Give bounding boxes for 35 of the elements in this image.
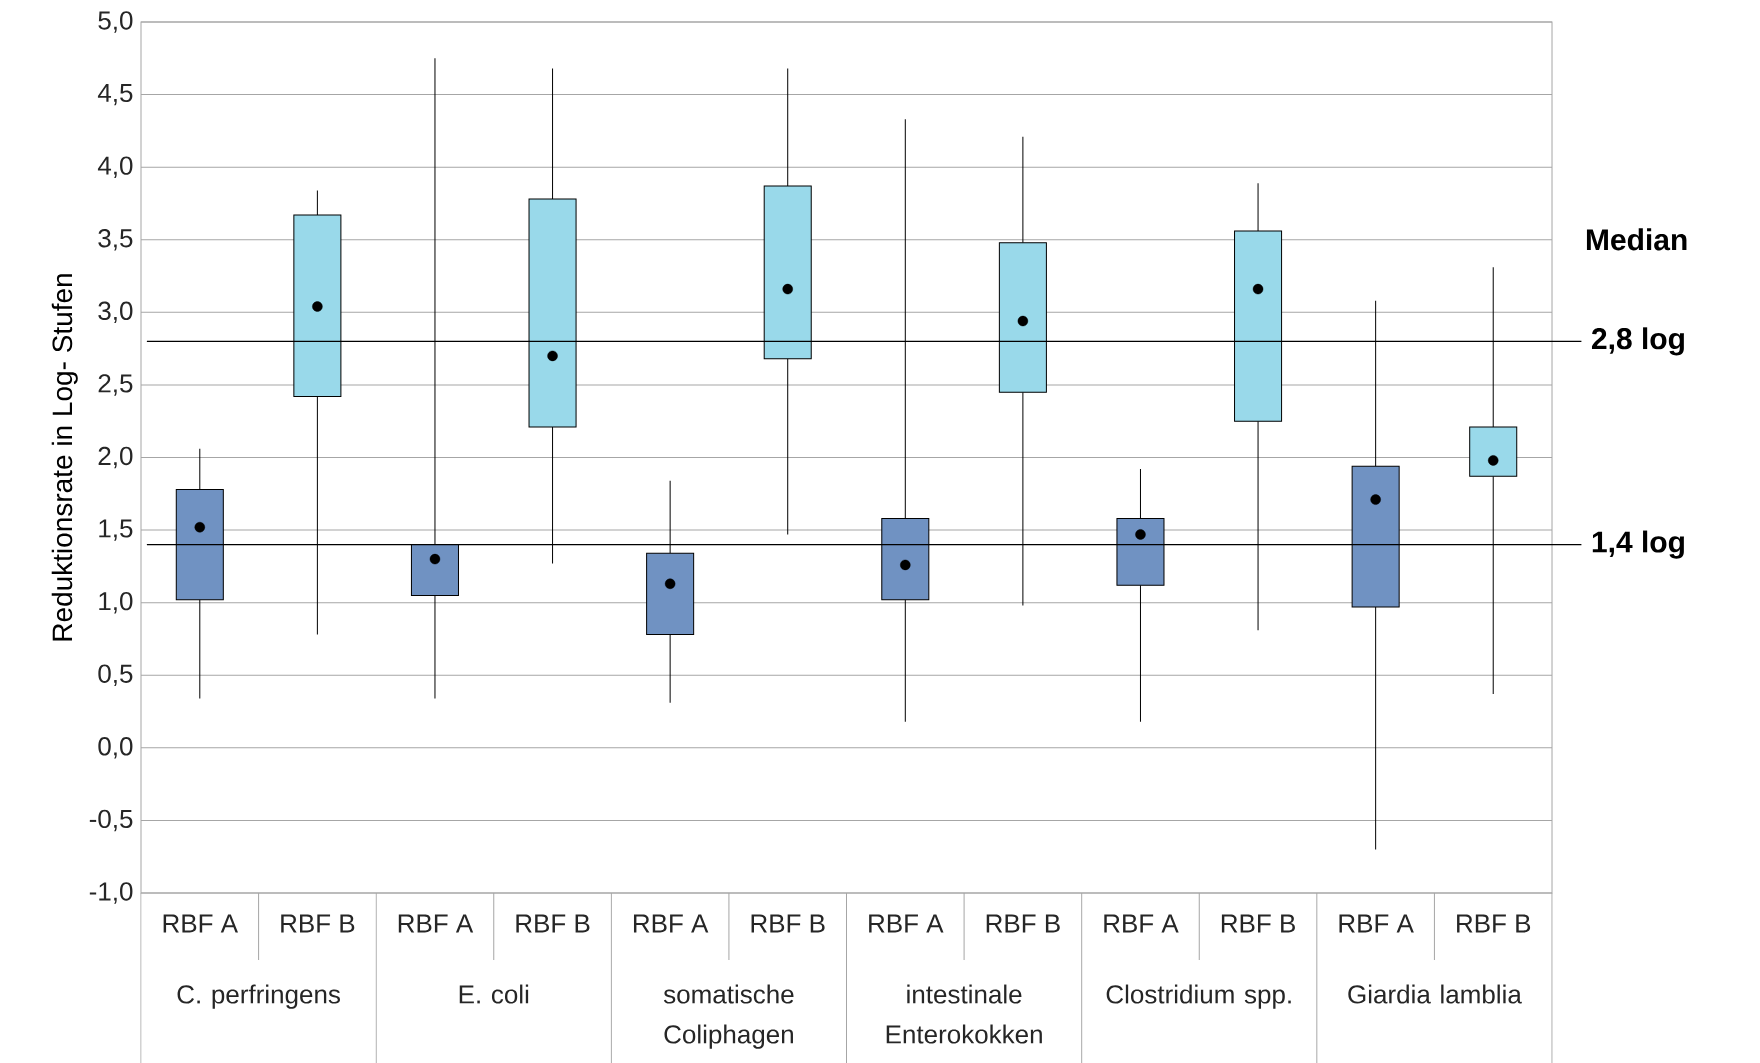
x-tick-label: RBF A: [1339, 914, 1414, 933]
x-tick-label: RBF A: [633, 914, 709, 933]
y-tick-label: 2,0: [98, 446, 133, 469]
y-tick-label: -1,0: [89, 882, 133, 904]
text: C. perfringens: [177, 984, 340, 1009]
y-tick-label: 5,0: [98, 11, 133, 33]
y-tick-label: 3,5: [98, 229, 133, 251]
x-tick-label: RBF A: [163, 914, 239, 933]
y-tick-label: 1,0: [99, 591, 133, 614]
x-tick-label: RBF B: [281, 914, 355, 933]
x-tick-label: RBF A: [869, 914, 944, 933]
y-tick-label: 4,5: [97, 83, 133, 106]
x-tick-label: RBF B: [1457, 914, 1531, 933]
text: Giardia lamblia: [1348, 984, 1522, 1004]
x-tick-label: RBF A: [1104, 914, 1179, 933]
y-axis-title: Reduktionsrate in Log- Stufen: [51, 274, 78, 641]
y-tick-label: 1,5: [99, 519, 133, 541]
x-tick-label: RBF B: [516, 914, 590, 933]
text: somatische Coliphagen: [663, 984, 794, 1049]
text: intestinale Enterokokken: [886, 984, 1042, 1044]
x-tick-label: RBF A: [398, 914, 474, 933]
text: Clostridium spp.: [1106, 984, 1291, 1009]
x-tick-label: RBF B: [986, 914, 1060, 933]
y-tick-label: 4,0: [97, 156, 133, 178]
y-tick-label: 0,0: [98, 737, 133, 759]
x-tick-label: RBF B: [751, 914, 825, 933]
y-tick-label: 3,0: [98, 301, 133, 324]
y-tick-label: -0,5: [89, 809, 133, 832]
y-tick-label: 2,5: [98, 374, 133, 396]
ref-line-label: 2,8 log: [1591, 327, 1684, 356]
text: E. coli: [459, 984, 529, 1004]
ref-line-label: 1,4 log: [1592, 530, 1684, 559]
x-tick-label: RBF B: [1221, 914, 1295, 933]
text: Median: [1586, 228, 1687, 251]
y-tick-label: 0,5: [98, 664, 133, 686]
